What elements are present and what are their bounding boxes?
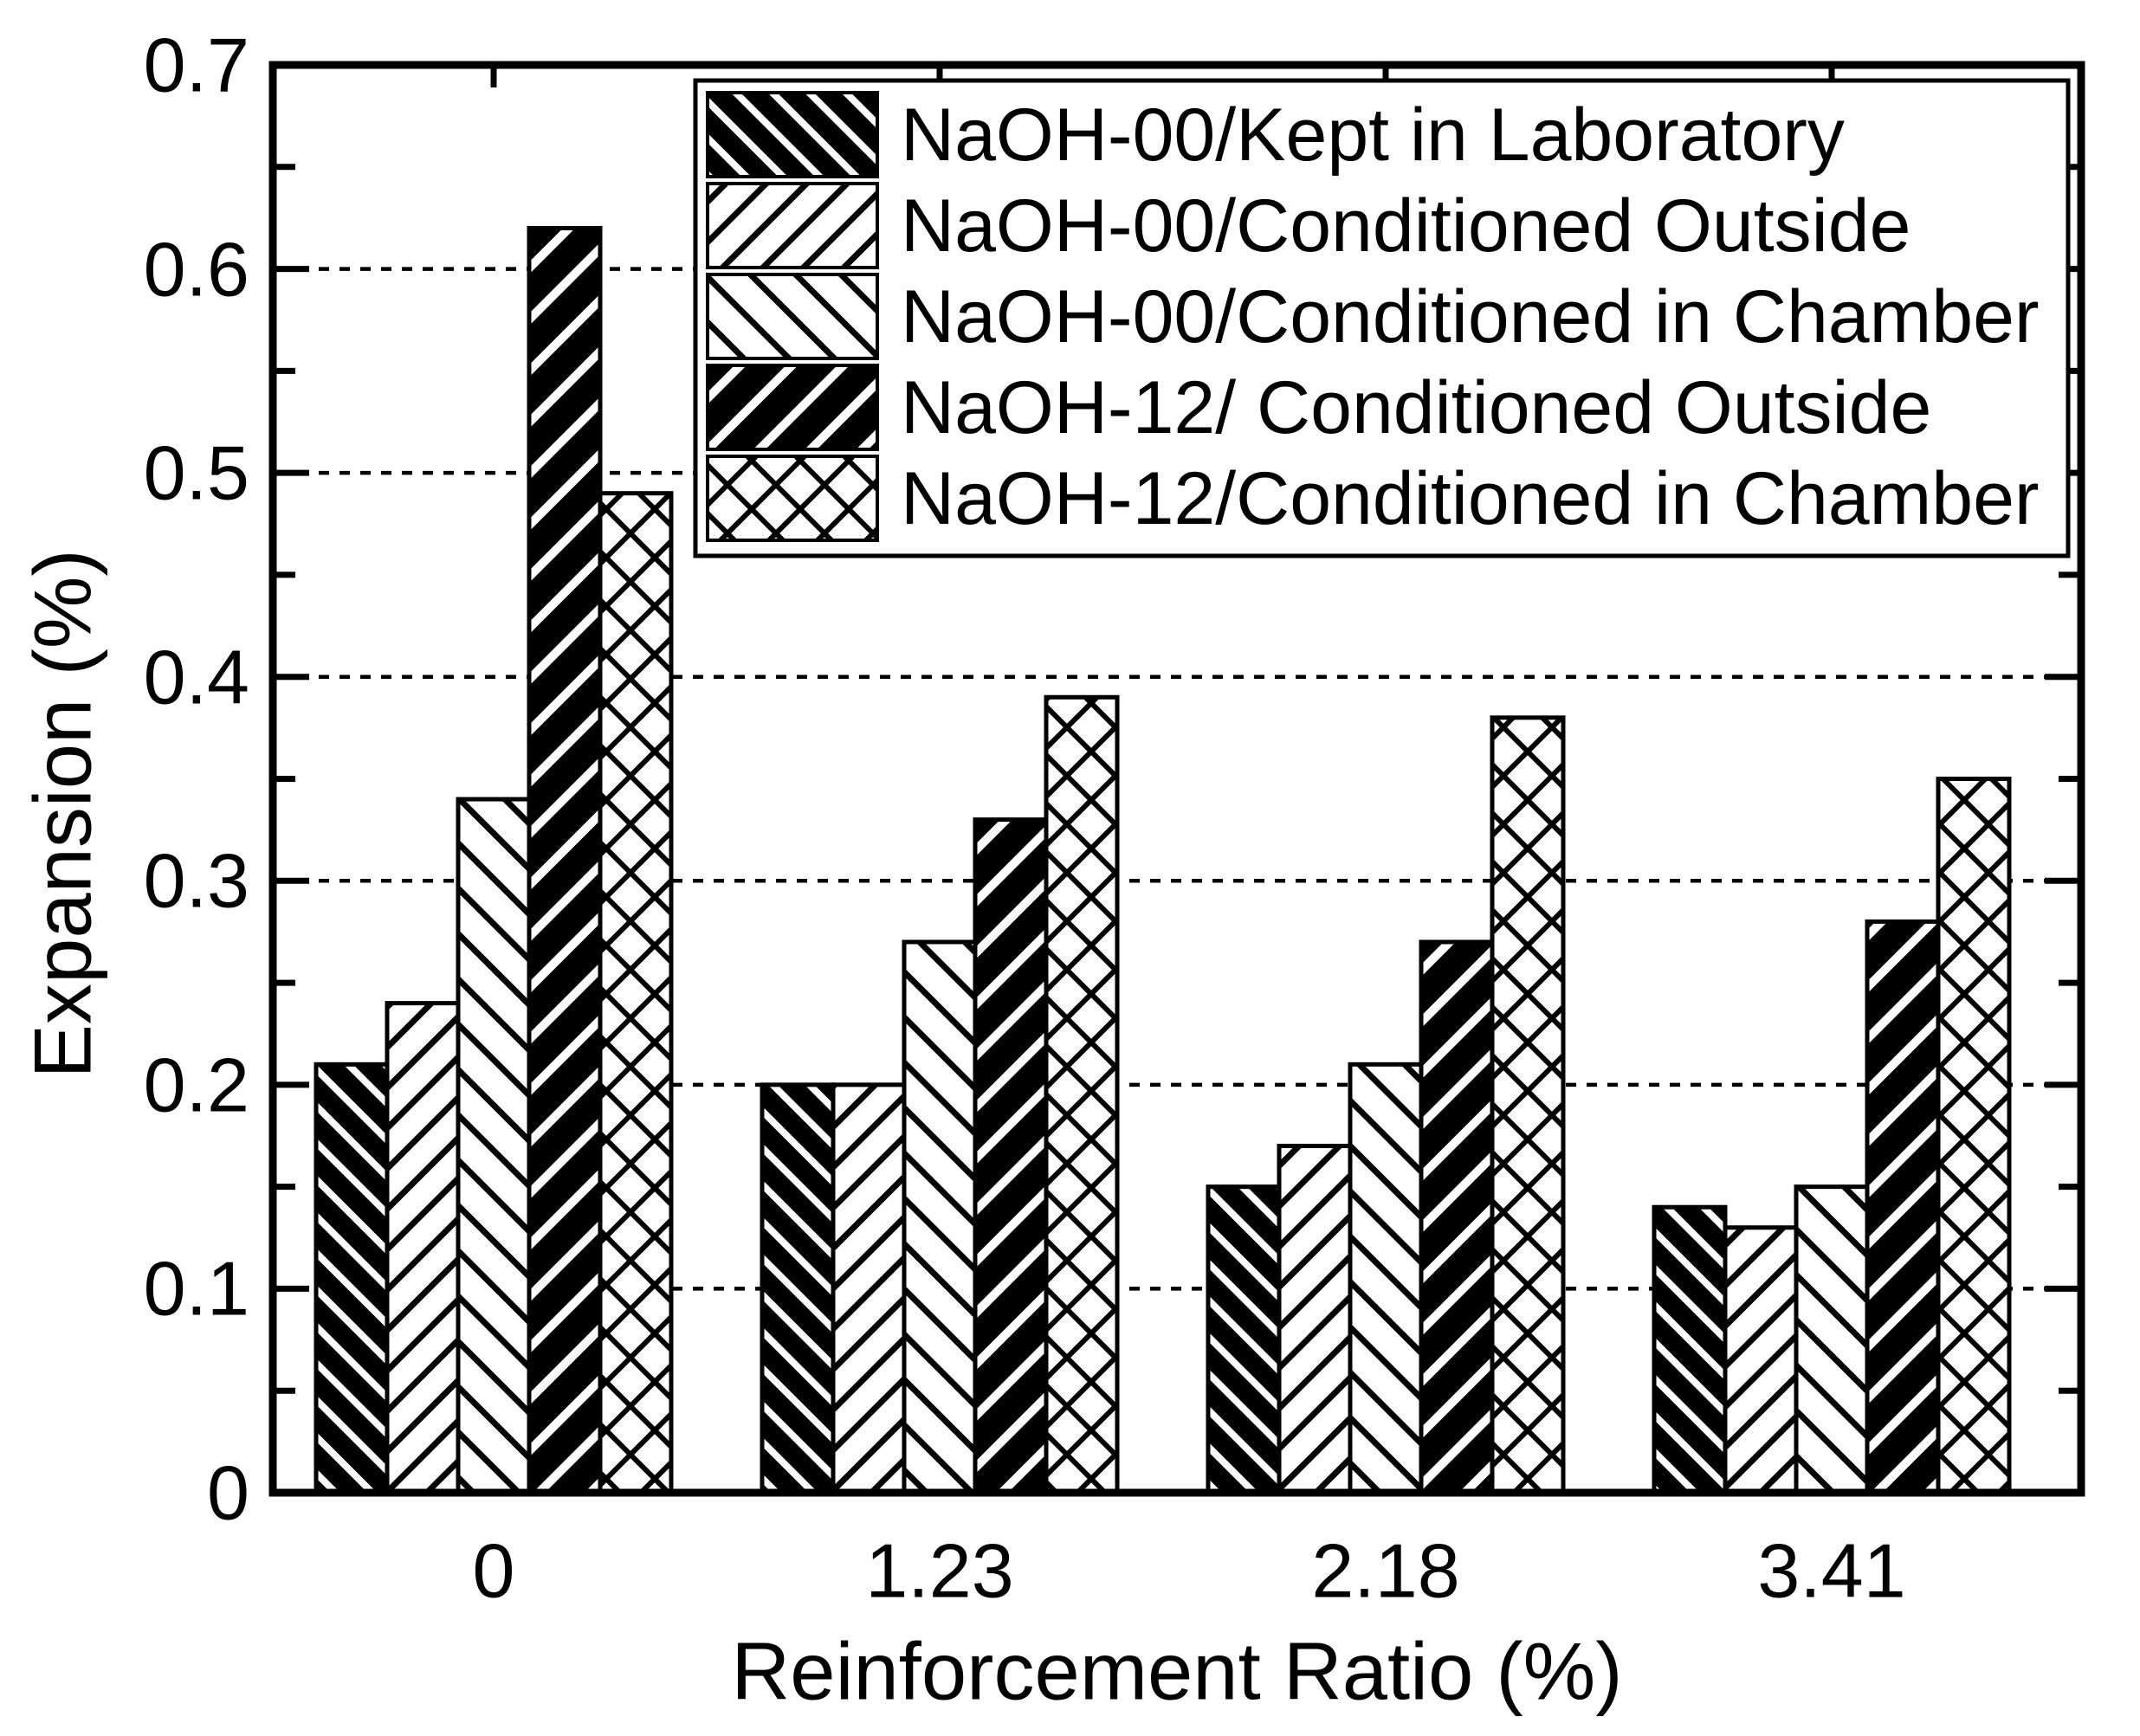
bar-series4-x3.41 — [1865, 919, 1941, 1495]
legend-label-0: NaOH-00/Kept in Laboratory — [901, 94, 1845, 177]
legend-swatch-4 — [706, 455, 879, 542]
bar-series4-x0 — [527, 225, 603, 1495]
bars — [314, 225, 2012, 1495]
legend-label-1: NaOH-00/Conditioned Outside — [901, 184, 1910, 268]
plot-frame — [268, 61, 2085, 1497]
y-tick-label-0: 0 — [207, 1450, 249, 1536]
bar-series3-x3.41 — [1794, 1184, 1870, 1495]
y-tick-label-5: 0.5 — [144, 430, 249, 516]
legend-swatch-3 — [706, 364, 879, 451]
bar-series4-x1.23 — [973, 817, 1049, 1495]
x-tick-label-2: 2.18 — [1311, 1528, 1459, 1614]
legend-swatch-2 — [706, 273, 879, 360]
bar-series1-x1.23 — [760, 1082, 836, 1495]
bar-series1-x3.41 — [1652, 1204, 1728, 1495]
bar-series5-x1.23 — [1044, 694, 1120, 1495]
x-axis-title: Reinforcement Ratio (%) — [731, 1626, 1622, 1717]
x-tick-label-1: 1.23 — [865, 1528, 1013, 1614]
y-tick-label-2: 0.2 — [144, 1042, 249, 1128]
bar-series2-x0 — [385, 1001, 461, 1495]
y-axis-title: Expansion (%) — [17, 549, 108, 1078]
bar-series3-x1.23 — [902, 939, 978, 1495]
x-tick-label-3: 3.41 — [1757, 1528, 1905, 1614]
legend-label-4: NaOH-12/Conditioned in Chamber — [901, 457, 2040, 540]
legend-label-2: NaOH-00/Conditioned in Chamber — [901, 275, 2040, 358]
legend-swatch-1 — [706, 182, 879, 269]
bar-series5-x2.18 — [1490, 715, 1566, 1495]
bar-series3-x2.18 — [1348, 1062, 1424, 1495]
y-tick-label-1: 0.1 — [144, 1246, 249, 1332]
bar-series1-x2.18 — [1206, 1184, 1282, 1495]
y-tick-label-4: 0.4 — [144, 635, 249, 720]
bar-series2-x3.41 — [1723, 1225, 1799, 1495]
y-axis-labels: 0 0.1 0.2 0.3 0.4 0.5 0.6 0.7 — [144, 23, 249, 1536]
x-tick-label-0: 0 — [473, 1528, 515, 1614]
bar-series3-x0 — [456, 797, 532, 1495]
bar-series1-x0 — [314, 1062, 390, 1495]
y-tick-label-6: 0.6 — [144, 227, 249, 313]
legend-swatch-0 — [706, 91, 879, 178]
bar-series2-x2.18 — [1277, 1144, 1353, 1495]
bar-series2-x1.23 — [831, 1082, 907, 1495]
legend-label-3: NaOH-12/ Conditioned Outside — [901, 366, 1931, 449]
legend: NaOH-00/Kept in Laboratory NaOH-00/Condi… — [693, 78, 2071, 558]
bar-series5-x3.41 — [1936, 777, 2012, 1495]
bar-series4-x2.18 — [1419, 939, 1495, 1495]
y-tick-label-3: 0.3 — [144, 838, 249, 924]
y-tick-label-7: 0.7 — [144, 23, 249, 108]
x-axis-labels: 0 1.23 2.18 3.41 — [473, 1528, 1906, 1614]
legend-box — [693, 78, 2071, 558]
bar-series5-x0 — [598, 491, 674, 1495]
